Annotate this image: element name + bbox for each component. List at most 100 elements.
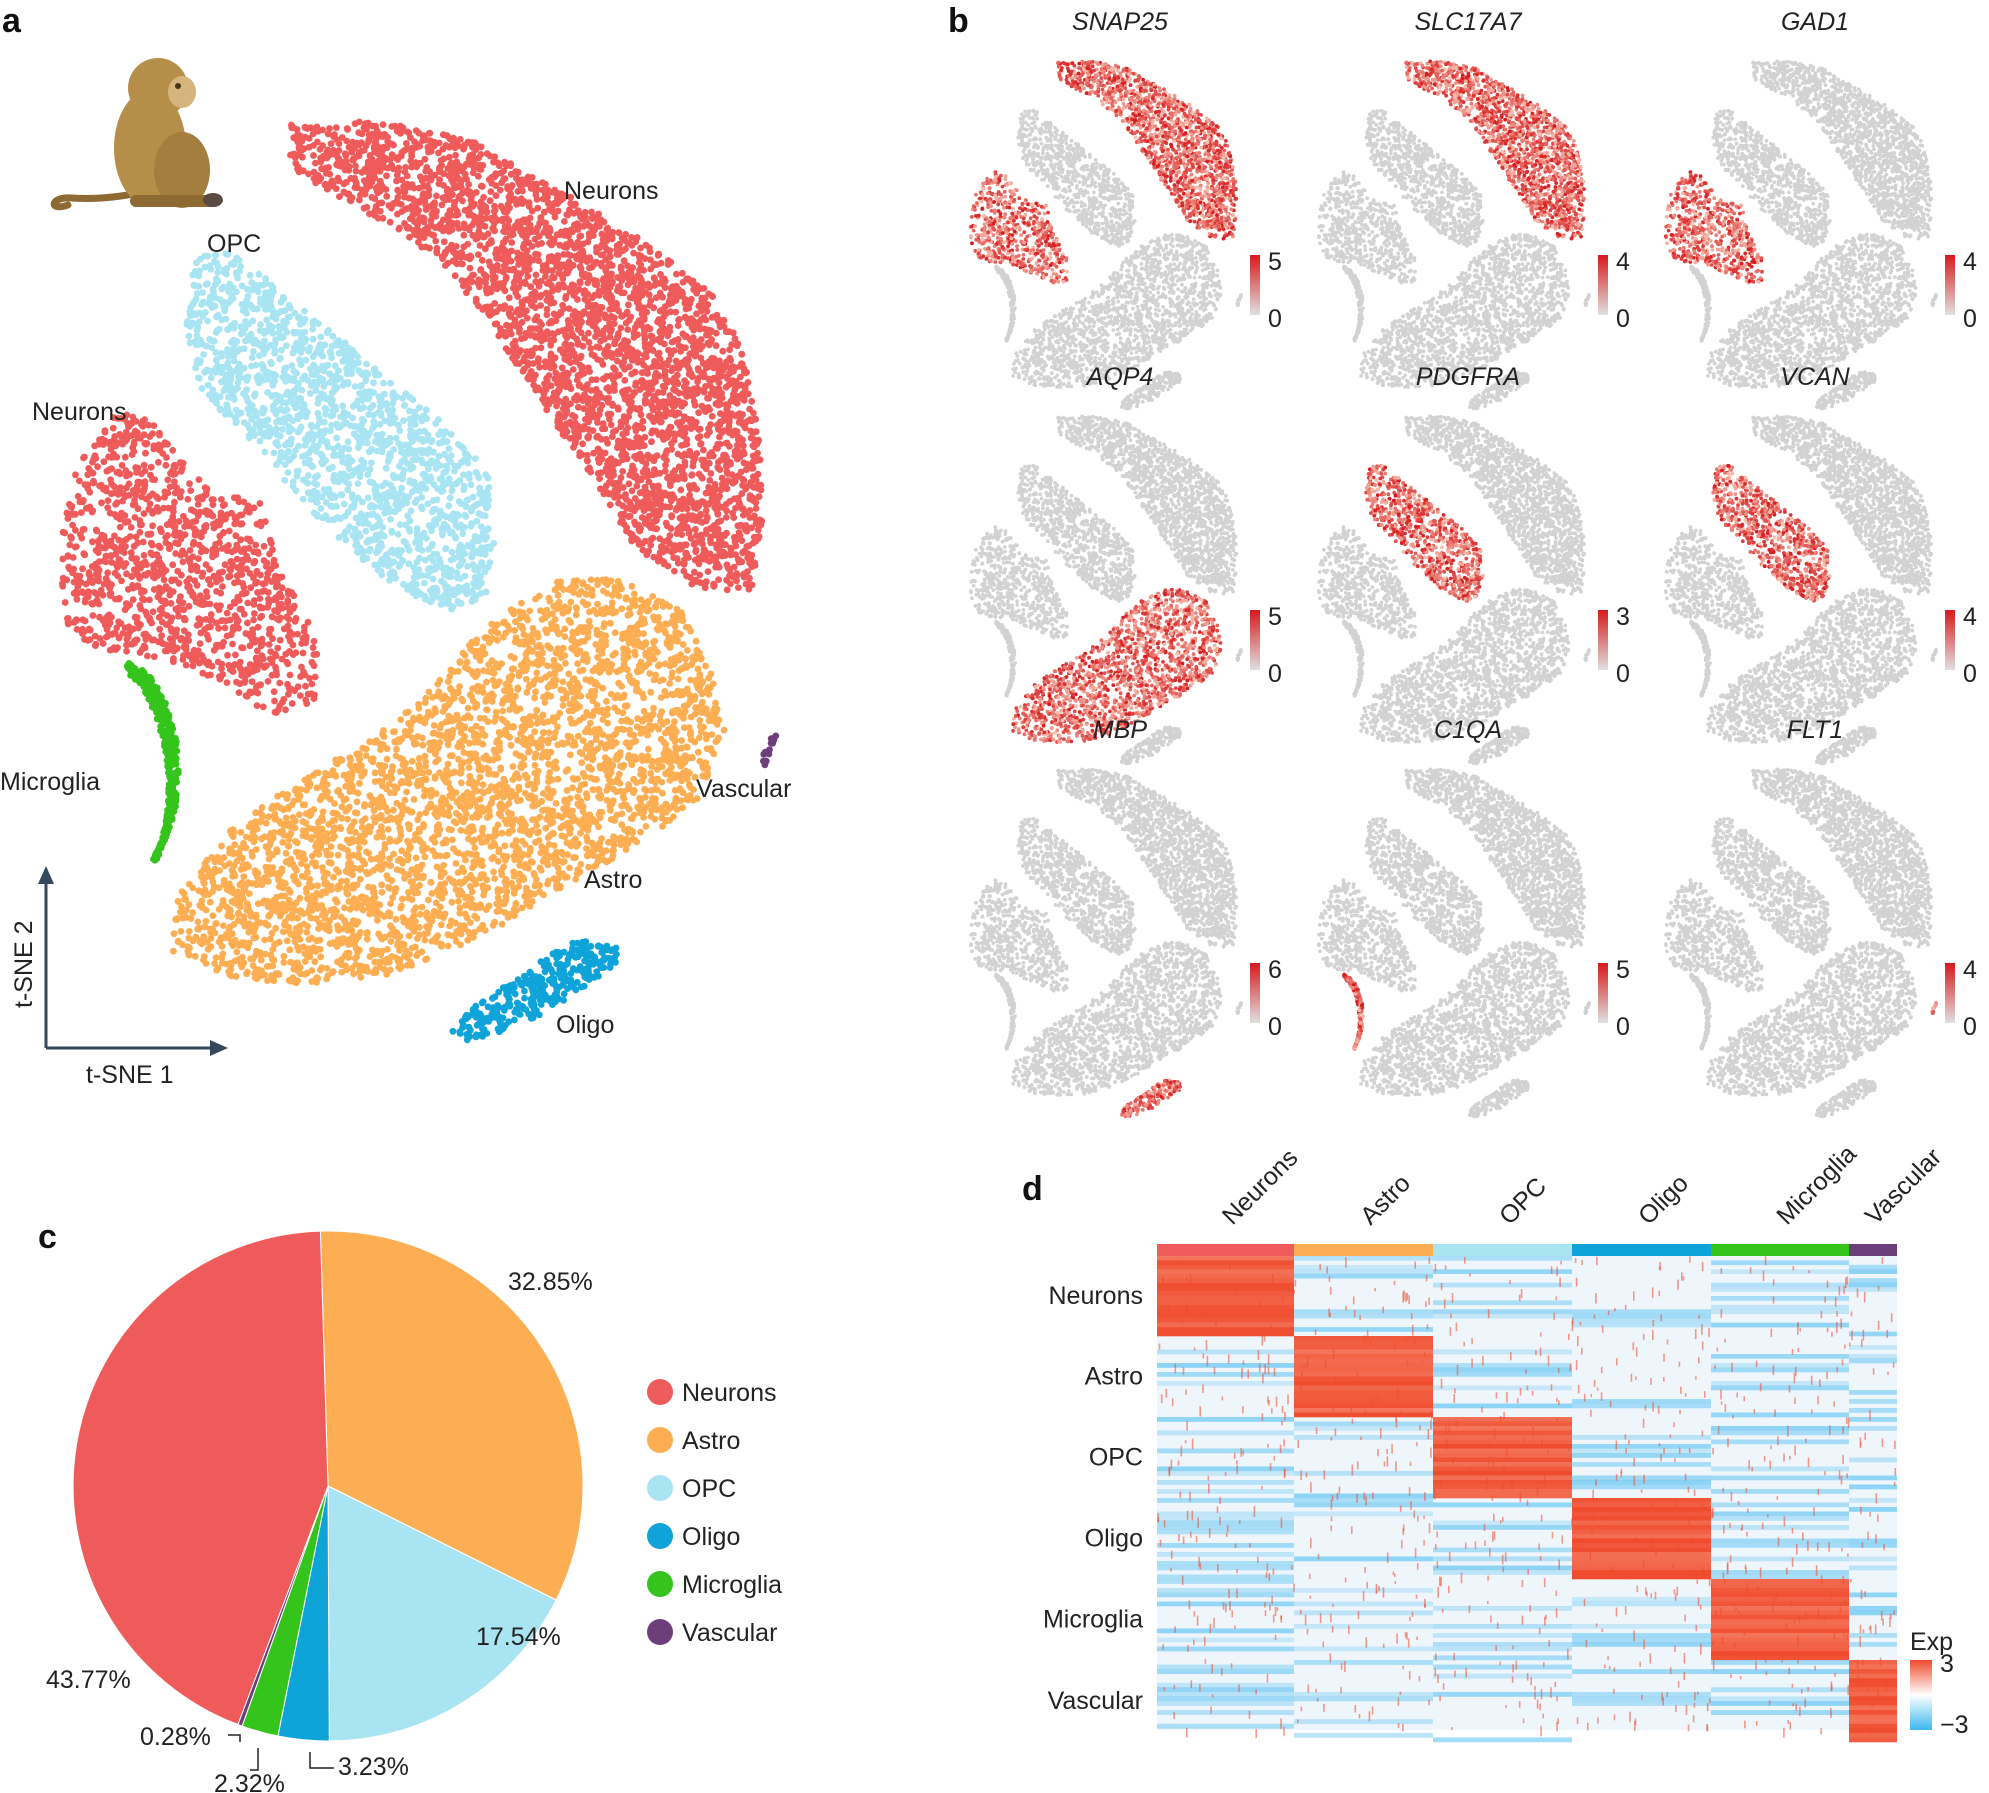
tsne-point [653, 294, 660, 301]
tsne-point [581, 287, 588, 294]
tsne-point [559, 327, 566, 334]
tsne-point [446, 154, 453, 161]
tsne-point [529, 208, 536, 215]
tsne-point [703, 466, 710, 473]
tsne-point [529, 174, 536, 181]
tsne-point [694, 390, 701, 397]
tsne-point [380, 121, 387, 128]
tsne-point [688, 296, 695, 303]
tsne-point [672, 543, 679, 550]
tsne-point [703, 507, 710, 514]
tsne-point [533, 272, 540, 279]
tsne-point [700, 458, 707, 465]
tsne-point [596, 292, 603, 299]
tsne-point [577, 263, 584, 270]
tsne-point [419, 137, 426, 144]
tsne-point [509, 355, 516, 362]
tsne-point [463, 176, 470, 183]
tsne-point [634, 320, 641, 327]
tsne-point [642, 519, 649, 526]
tsne-point [729, 510, 736, 517]
tsne-point [744, 418, 751, 425]
tsne-point [705, 484, 712, 491]
tsne-point [576, 233, 583, 240]
tsne-point [341, 189, 348, 196]
tsne-point [668, 351, 675, 358]
tsne-point [723, 454, 730, 461]
tsne-point [655, 483, 662, 490]
tsne-point [618, 474, 625, 481]
tsne-point [475, 173, 482, 180]
tsne-point [538, 292, 545, 299]
tsne-point [681, 413, 688, 420]
tsne-point [608, 277, 615, 284]
tsne-point [742, 425, 749, 432]
tsne-point [448, 212, 455, 219]
tsne-point [705, 568, 712, 575]
tsne-point [570, 444, 577, 451]
tsne-point [642, 434, 649, 441]
tsne-point [500, 176, 507, 183]
tsne-point [685, 356, 692, 363]
tsne-point [475, 155, 482, 162]
tsne-point [666, 392, 673, 399]
tsne-point [743, 581, 750, 588]
tsne-point [681, 390, 688, 397]
tsne-point [615, 438, 622, 445]
tsne-point [603, 353, 610, 360]
tsne-point [611, 381, 618, 388]
tsne-point [563, 293, 570, 300]
tsne-point [681, 377, 688, 384]
tsne-point [324, 147, 331, 154]
tsne-point [551, 311, 558, 318]
tsne-point [515, 169, 522, 176]
tsne-point [542, 358, 549, 365]
tsne-point [593, 344, 600, 351]
tsne-point [723, 507, 730, 514]
tsne-point [484, 304, 491, 311]
tsne-point [377, 178, 384, 185]
tsne-point [708, 449, 715, 456]
tsne-point [696, 285, 703, 292]
tsne-point [603, 238, 610, 245]
tsne-point [683, 306, 690, 313]
tsne-point [586, 465, 593, 472]
tsne-point [563, 244, 570, 251]
tsne-point [296, 146, 303, 153]
tsne-point [621, 388, 628, 395]
tsne-point [578, 353, 585, 360]
tsne-point [394, 128, 401, 135]
tsne-point [576, 324, 583, 331]
tsne-point [743, 369, 750, 376]
tsne-point [551, 200, 558, 207]
tsne-point [516, 312, 523, 319]
tsne-point [744, 555, 751, 562]
tsne-point [717, 441, 724, 448]
tsne-point [686, 366, 693, 373]
tsne-point [657, 419, 664, 426]
tsne-point [498, 203, 505, 210]
tsne-point [582, 296, 589, 303]
tsne-point [388, 123, 395, 130]
tsne-point [636, 423, 643, 430]
tsne-point [604, 247, 611, 254]
tsne-point [656, 470, 663, 477]
tsne-point [706, 382, 713, 389]
tsne-point [310, 142, 317, 149]
tsne-point [629, 488, 636, 495]
tsne-point [475, 280, 482, 287]
tsne-point [647, 542, 654, 549]
tsne-point [570, 312, 577, 319]
tsne-point [347, 197, 354, 204]
tsne-point [434, 250, 441, 257]
tsne-point [409, 212, 416, 219]
tsne-point [702, 317, 709, 324]
tsne-point [697, 511, 704, 518]
tsne-point [724, 375, 731, 382]
tsne-point [670, 386, 677, 393]
tsne-point [678, 544, 685, 551]
tsne-point [735, 472, 742, 479]
tsne-point [484, 290, 491, 297]
tsne-point [674, 372, 681, 379]
tsne-point [733, 384, 740, 391]
